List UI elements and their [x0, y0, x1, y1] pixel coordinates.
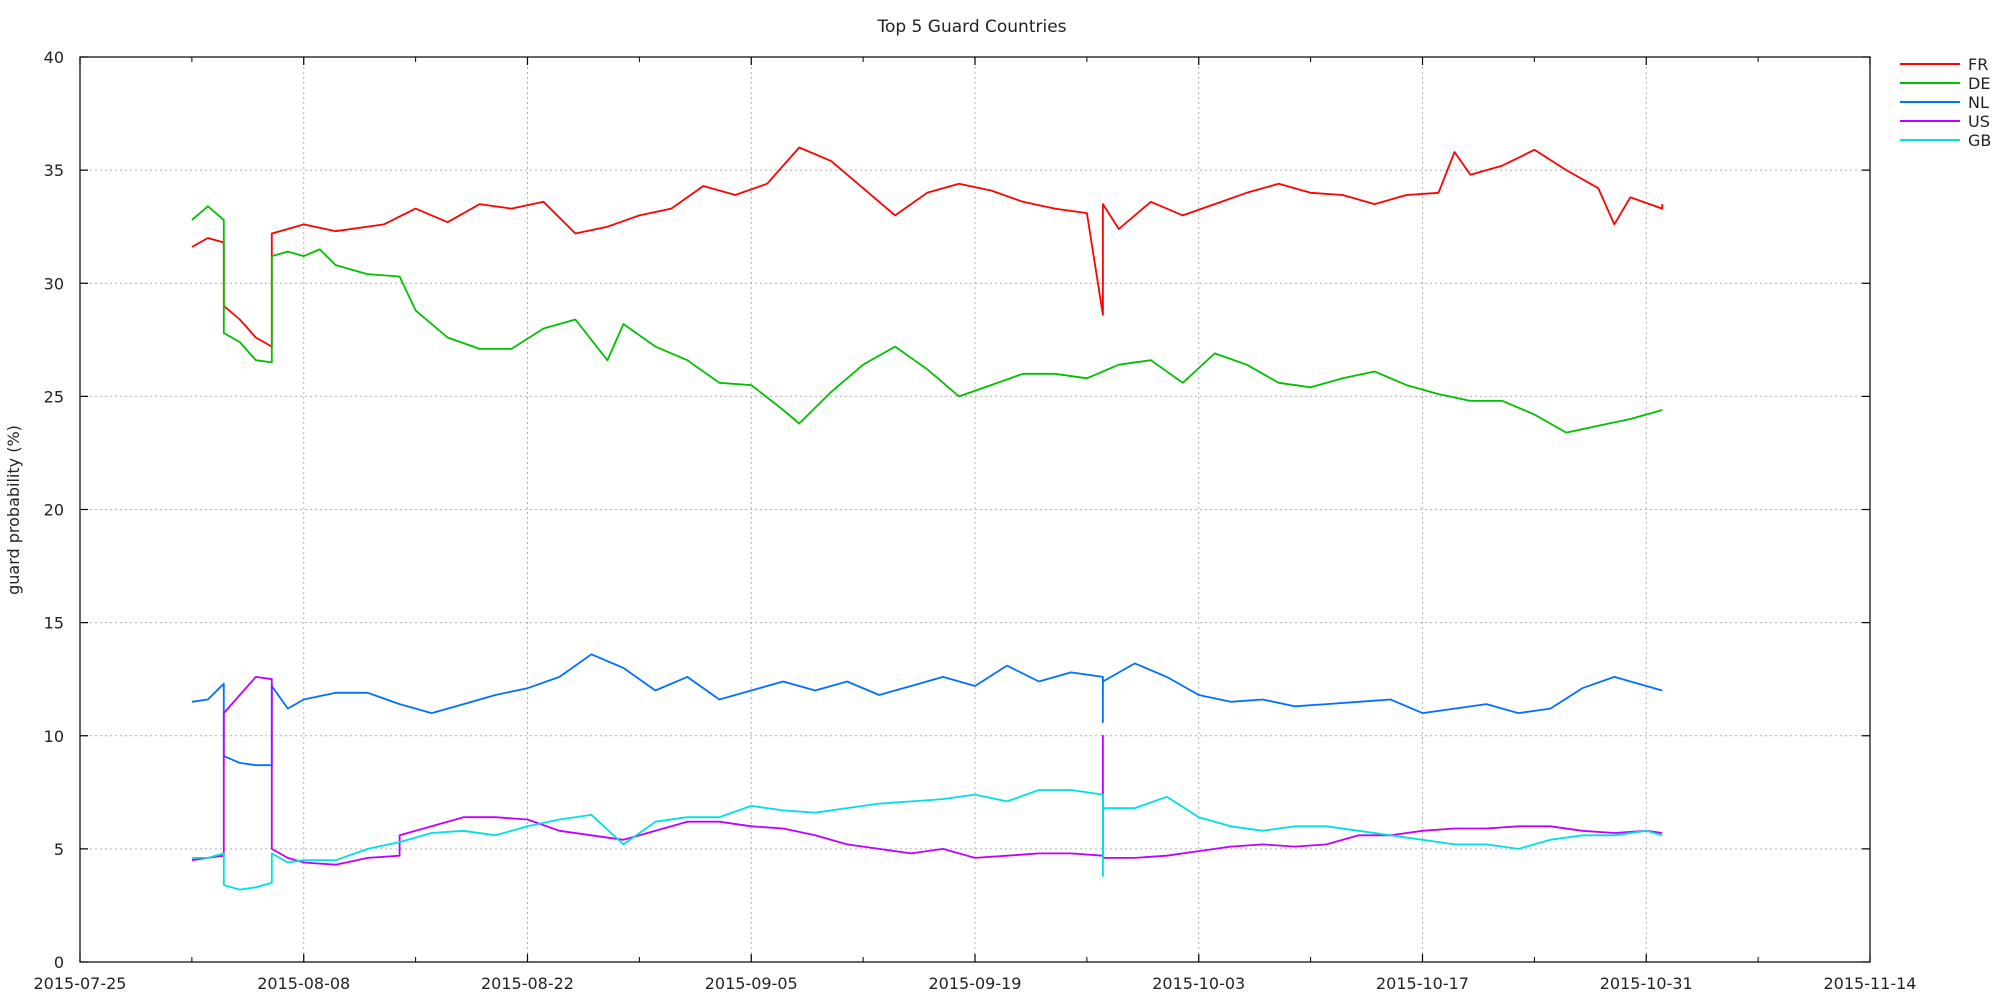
x-tick-label: 2015-11-14	[1824, 974, 1917, 993]
x-tick-label: 2015-10-03	[1152, 974, 1245, 993]
chart-title: Top 5 Guard Countries	[876, 17, 1066, 37]
y-axis-label: guard probability (%)	[4, 425, 23, 595]
series-line-de	[191, 205, 1663, 434]
axis-ticks: 0 5 10 15 20 25 30 35 40 2015-07-25 2015-08-08 2015…	[34, 48, 1917, 993]
y-tick-label: 0	[54, 953, 64, 972]
legend-label-fr: FR	[1968, 55, 1988, 74]
y-tick-label: 5	[54, 840, 64, 859]
y-tick-label: 35	[44, 161, 64, 180]
series-lines	[191, 146, 1664, 891]
x-tick-label: 2015-10-31	[1600, 974, 1693, 993]
y-tick-label: 15	[44, 614, 64, 633]
y-tick-label: 40	[44, 48, 64, 67]
x-tick-label: 2015-07-25	[34, 974, 127, 993]
y-tick-label: 25	[44, 387, 64, 406]
y-tick-label: 10	[44, 727, 64, 746]
x-tick-label: 2015-10-17	[1376, 974, 1469, 993]
legend-label-nl: NL	[1968, 93, 1989, 112]
y-tick-label: 30	[44, 274, 64, 293]
series-line-nl	[191, 653, 1663, 767]
series-line-gb	[191, 789, 1663, 891]
legend-label-de: DE	[1968, 74, 1990, 93]
grid-lines	[80, 57, 1870, 962]
legend-label-gb: GB	[1968, 131, 1991, 150]
x-tick-label: 2015-08-08	[257, 974, 350, 993]
x-tick-label: 2015-08-22	[481, 974, 574, 993]
series-line-us	[191, 676, 1663, 866]
legend-label-us: US	[1968, 112, 1990, 131]
x-tick-label: 2015-09-19	[929, 974, 1022, 993]
x-tick-label: 2015-09-05	[705, 974, 798, 993]
y-tick-label: 20	[44, 501, 64, 520]
series-line-fr	[191, 146, 1664, 348]
